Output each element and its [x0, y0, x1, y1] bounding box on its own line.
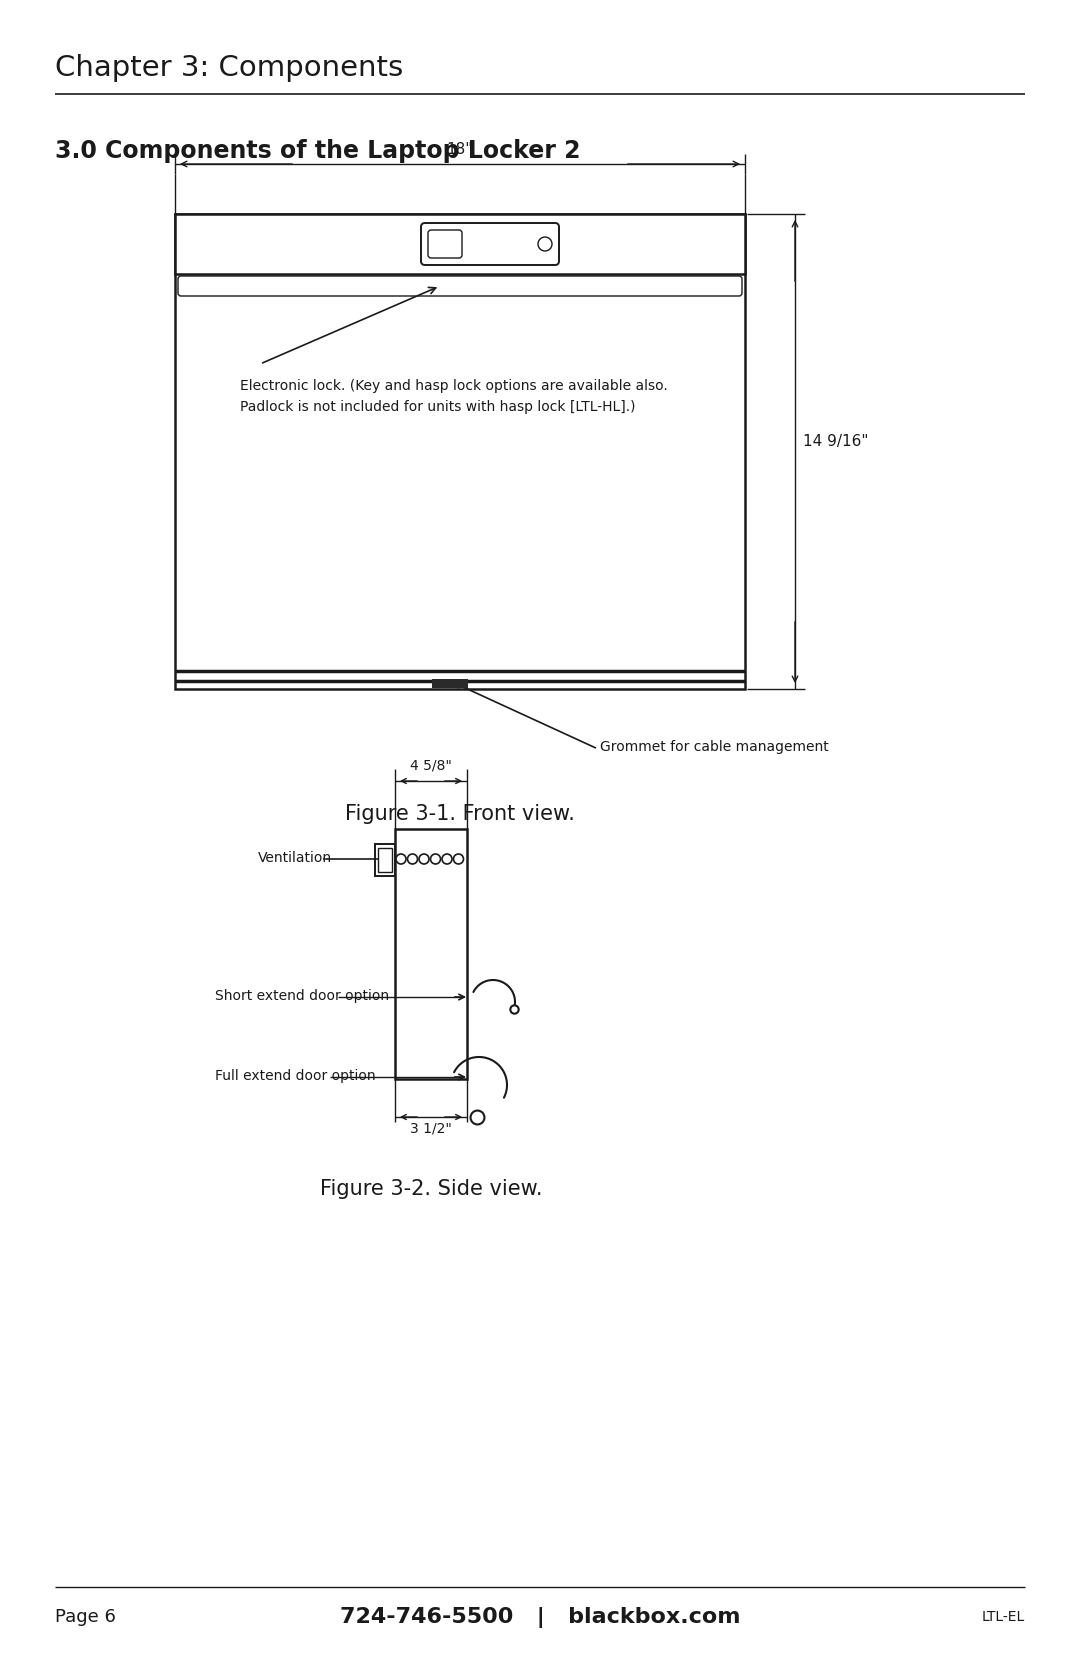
- Bar: [432, 679, 468, 688]
- Text: Figure 3-1. Front view.: Figure 3-1. Front view.: [346, 804, 575, 824]
- FancyBboxPatch shape: [421, 224, 559, 265]
- Text: 724-746-5500   |   blackbox.com: 724-746-5500 | blackbox.com: [340, 1607, 740, 1627]
- Circle shape: [396, 855, 406, 865]
- Bar: [175, 214, 745, 689]
- Text: Grommet for cable management: Grommet for cable management: [600, 739, 828, 754]
- Circle shape: [407, 855, 418, 865]
- Text: Page 6: Page 6: [55, 1607, 116, 1626]
- Bar: [378, 848, 392, 871]
- Text: LTL-EL: LTL-EL: [982, 1611, 1025, 1624]
- Text: Full extend door option: Full extend door option: [215, 1070, 376, 1083]
- Bar: [395, 829, 467, 1078]
- Text: Chapter 3: Components: Chapter 3: Components: [55, 53, 403, 82]
- Bar: [375, 845, 395, 876]
- Text: 3.0 Components of the Laptop Locker 2: 3.0 Components of the Laptop Locker 2: [55, 139, 581, 164]
- Circle shape: [419, 855, 429, 865]
- Text: 3 1/2": 3 1/2": [410, 1122, 451, 1135]
- Text: Electronic lock. (Key and hasp lock options are available also.
Padlock is not i: Electronic lock. (Key and hasp lock opti…: [240, 379, 667, 414]
- Text: 14 9/16": 14 9/16": [804, 434, 868, 449]
- Text: Short extend door option: Short extend door option: [215, 990, 389, 1003]
- Circle shape: [431, 855, 441, 865]
- Circle shape: [442, 855, 453, 865]
- Text: Ventilation: Ventilation: [258, 851, 333, 865]
- Text: 4 5/8": 4 5/8": [410, 759, 451, 773]
- Bar: [175, 214, 745, 274]
- FancyBboxPatch shape: [178, 275, 742, 295]
- Circle shape: [538, 237, 552, 250]
- Circle shape: [454, 855, 463, 865]
- Text: 18": 18": [447, 142, 473, 157]
- FancyBboxPatch shape: [428, 230, 462, 259]
- Text: Figure 3-2. Side view.: Figure 3-2. Side view.: [320, 1178, 542, 1198]
